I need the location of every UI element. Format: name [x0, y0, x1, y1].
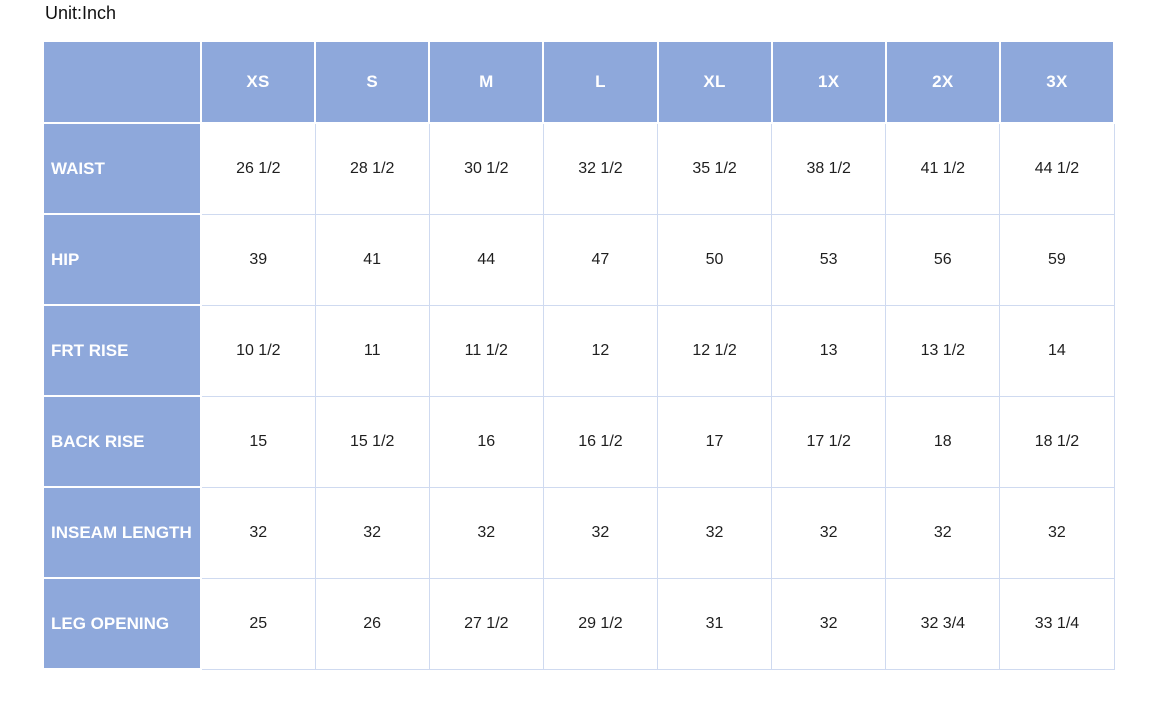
cell-inseam-3x: 32: [999, 486, 1115, 579]
cell-back-rise-l: 16 1/2: [542, 395, 659, 488]
cell-back-rise-s: 15 1/2: [314, 395, 430, 488]
cell-frt-rise-1x: 13: [771, 304, 887, 397]
cell-frt-rise-xs: 10 1/2: [200, 304, 316, 397]
cell-leg-opening-3x: 33 1/4: [999, 577, 1115, 670]
size-chart-table: XS S M L XL 1X 2X 3X WAIST 26 1/2 28 1/2…: [42, 40, 1116, 670]
cell-waist-2x: 41 1/2: [885, 122, 1001, 215]
cell-leg-opening-xl: 31: [656, 577, 773, 670]
cell-waist-3x: 44 1/2: [999, 122, 1115, 215]
row-label-inseam-length: INSEAM LENGTH: [42, 486, 202, 579]
unit-label: Unit:Inch: [45, 3, 117, 23]
cell-inseam-xs: 32: [200, 486, 316, 579]
column-header-3x: 3X: [998, 40, 1116, 124]
cell-hip-1x: 53: [771, 213, 887, 306]
table-row-leg-opening: LEG OPENING 25 26 27 1/2 29 1/2 31 32 32…: [42, 577, 1115, 670]
header-row: XS S M L XL 1X 2X 3X: [42, 40, 1116, 124]
cell-back-rise-2x: 18: [885, 395, 1001, 488]
cell-hip-l: 47: [542, 213, 659, 306]
cell-frt-rise-m: 11 1/2: [428, 304, 544, 397]
row-label-waist: WAIST: [42, 122, 202, 215]
cell-inseam-2x: 32: [885, 486, 1001, 579]
cell-back-rise-xl: 17: [656, 395, 773, 488]
table-row-back-rise: BACK RISE 15 15 1/2 16 16 1/2 17 17 1/2 …: [42, 395, 1115, 488]
corner-cell: [42, 40, 202, 124]
cell-inseam-m: 32: [428, 486, 544, 579]
cell-inseam-s: 32: [314, 486, 430, 579]
cell-hip-s: 41: [314, 213, 430, 306]
column-header-xl: XL: [656, 40, 773, 124]
row-label-back-rise: BACK RISE: [42, 395, 202, 488]
cell-leg-opening-s: 26: [314, 577, 430, 670]
cell-frt-rise-s: 11: [314, 304, 430, 397]
cell-hip-m: 44: [428, 213, 544, 306]
cell-frt-rise-3x: 14: [999, 304, 1115, 397]
cell-back-rise-3x: 18 1/2: [999, 395, 1115, 488]
cell-back-rise-1x: 17 1/2: [771, 395, 887, 488]
cell-waist-s: 28 1/2: [314, 122, 430, 215]
cell-waist-l: 32 1/2: [542, 122, 659, 215]
cell-back-rise-m: 16: [428, 395, 544, 488]
column-header-l: L: [542, 40, 659, 124]
cell-hip-xs: 39: [200, 213, 316, 306]
row-label-hip: HIP: [42, 213, 202, 306]
column-header-s: S: [314, 40, 431, 124]
row-label-frt-rise: FRT RISE: [42, 304, 202, 397]
table-row-waist: WAIST 26 1/2 28 1/2 30 1/2 32 1/2 35 1/2…: [42, 122, 1115, 215]
column-header-1x: 1X: [770, 40, 887, 124]
column-header-m: M: [428, 40, 545, 124]
cell-hip-2x: 56: [885, 213, 1001, 306]
cell-leg-opening-m: 27 1/2: [428, 577, 544, 670]
cell-inseam-l: 32: [542, 486, 659, 579]
cell-frt-rise-l: 12: [542, 304, 659, 397]
cell-leg-opening-xs: 25: [200, 577, 316, 670]
cell-waist-xs: 26 1/2: [200, 122, 316, 215]
cell-hip-3x: 59: [999, 213, 1115, 306]
column-header-2x: 2X: [884, 40, 1001, 124]
cell-inseam-1x: 32: [771, 486, 887, 579]
column-header-xs: XS: [199, 40, 317, 124]
table-row-inseam-length: INSEAM LENGTH 32 32 32 32 32 32 32 32: [42, 486, 1115, 579]
cell-frt-rise-2x: 13 1/2: [885, 304, 1001, 397]
cell-hip-xl: 50: [656, 213, 773, 306]
cell-inseam-xl: 32: [656, 486, 773, 579]
cell-back-rise-xs: 15: [200, 395, 316, 488]
cell-waist-m: 30 1/2: [428, 122, 544, 215]
table-row-frt-rise: FRT RISE 10 1/2 11 11 1/2 12 12 1/2 13 1…: [42, 304, 1115, 397]
cell-leg-opening-2x: 32 3/4: [885, 577, 1001, 670]
cell-waist-xl: 35 1/2: [656, 122, 773, 215]
cell-waist-1x: 38 1/2: [771, 122, 887, 215]
cell-leg-opening-l: 29 1/2: [542, 577, 659, 670]
table-row-hip: HIP 39 41 44 47 50 53 56 59: [42, 213, 1115, 306]
row-label-leg-opening: LEG OPENING: [42, 577, 202, 670]
cell-leg-opening-1x: 32: [771, 577, 887, 670]
cell-frt-rise-xl: 12 1/2: [656, 304, 773, 397]
